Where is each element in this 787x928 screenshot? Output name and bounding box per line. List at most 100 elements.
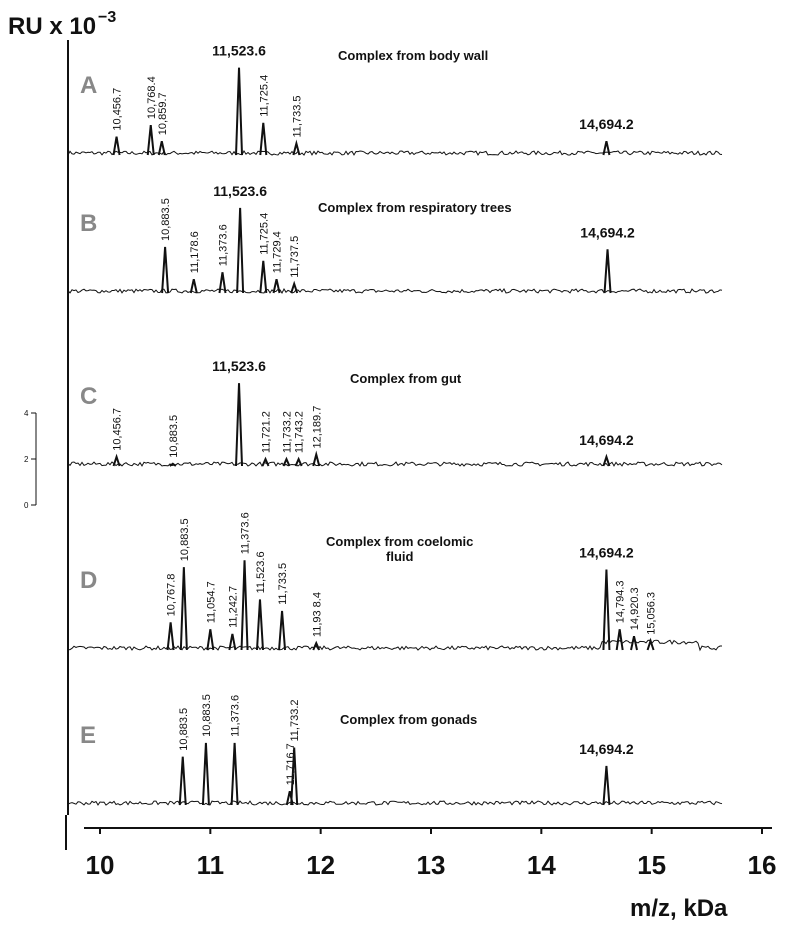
peak-label: 14,694.2 <box>579 741 634 757</box>
peak <box>259 122 268 156</box>
peak-label: 11,242.7 <box>227 586 239 628</box>
panel-letter: C <box>80 383 97 410</box>
peak-label: 11,373.6 <box>217 224 229 266</box>
scale-tick-label: 0 <box>24 501 29 510</box>
y-label: RU x 10 <box>8 13 96 40</box>
panel-title: Complex from gonads <box>340 712 477 727</box>
peak-label: 12,189.7 <box>311 406 323 449</box>
peak-label: 14,920.3 <box>629 587 641 630</box>
peak <box>179 567 188 651</box>
peak-label: 11,373.6 <box>240 512 252 554</box>
peak <box>282 456 291 467</box>
x-tick-label: 14 <box>527 850 556 880</box>
peak-label: 10,768.4 <box>146 76 158 119</box>
peak-label: 14,794.3 <box>615 580 627 623</box>
peak-label: 14,694.2 <box>579 116 634 132</box>
peak <box>255 599 264 651</box>
peak <box>161 246 170 294</box>
peak-label: 10,456.7 <box>112 408 124 451</box>
peak <box>169 462 177 467</box>
peak <box>312 640 321 651</box>
peak <box>259 260 268 294</box>
peak-label: 11,93 8.4 <box>311 592 323 637</box>
peak <box>112 453 121 467</box>
peak <box>189 278 198 294</box>
peak <box>312 450 321 467</box>
peak <box>240 560 249 651</box>
panel-title: Complex from coelomic <box>326 534 473 549</box>
peak-label: 10,883.5 <box>178 708 190 751</box>
peak-label: 10,883.5 <box>168 415 180 458</box>
x-tick-label: 11 <box>197 850 225 880</box>
peak-label: 11,054.7 <box>205 581 217 623</box>
peak-label: 14,694.2 <box>580 224 635 240</box>
peak-label: 11,523.6 <box>255 551 267 593</box>
peak <box>290 280 299 294</box>
panel-letter: D <box>80 567 97 594</box>
peak <box>235 67 244 156</box>
panel-letter: A <box>80 72 97 99</box>
peak-label: 11,737.5 <box>289 236 301 278</box>
peak-label: 11,523.6 <box>212 358 266 374</box>
peak <box>178 756 187 806</box>
peak-label: 10,883.5 <box>201 694 213 737</box>
peak-label: 10,883.5 <box>160 198 172 241</box>
peak <box>602 569 611 651</box>
x-tick-label: 16 <box>748 850 777 880</box>
baseline-trace <box>67 287 723 295</box>
peak-label: 11,373.6 <box>230 695 242 737</box>
peak <box>157 140 166 156</box>
baseline-trace <box>67 150 723 156</box>
peak <box>112 136 121 156</box>
peak-label: 14,694.2 <box>579 545 634 561</box>
peak-label: 11,733.2 <box>289 699 301 741</box>
peak-label: 10,883.5 <box>179 518 191 561</box>
x-tick-label: 13 <box>417 850 446 880</box>
peak-label: 11,721.2 <box>261 411 273 453</box>
peak <box>146 125 155 156</box>
peak-label: 11,523.6 <box>213 183 267 199</box>
peak-label: 15,056.3 <box>646 592 658 635</box>
x-tick-label: 12 <box>306 850 335 880</box>
peak <box>294 456 303 467</box>
panel-title: Complex from gut <box>350 371 462 386</box>
peak <box>201 742 210 806</box>
peak-label: 11,725.4 <box>258 75 270 117</box>
peak-label: 11,729.4 <box>272 231 284 273</box>
baseline-trace <box>67 639 722 652</box>
peak <box>228 633 237 651</box>
peak-label: 10,859.7 <box>157 92 169 135</box>
peak <box>261 456 270 467</box>
panel-title: fluid <box>386 549 413 564</box>
peak <box>235 383 244 467</box>
scale-tick-label: 4 <box>24 409 29 418</box>
y-label-exponent: −3 <box>98 9 116 26</box>
scale-tick-label: 2 <box>24 455 29 464</box>
peak-label: 11,733.2 <box>281 411 293 453</box>
baseline-trace <box>67 800 723 806</box>
peak <box>206 629 215 651</box>
peak-label: 14,694.2 <box>579 432 634 448</box>
panel-letter: B <box>80 210 97 237</box>
peak-label: 10,456.7 <box>112 88 124 131</box>
peak-label: 11,523.6 <box>212 43 266 59</box>
peak <box>630 635 638 651</box>
peak <box>230 742 239 806</box>
peak-label: 11,743.2 <box>294 411 306 453</box>
peak <box>602 140 611 156</box>
x-tick-label: 15 <box>637 850 666 880</box>
peak <box>292 139 301 156</box>
peak <box>602 765 611 806</box>
peak <box>602 453 611 467</box>
x-label: m/z, kDa <box>630 895 728 922</box>
panel-title: Complex from respiratory trees <box>318 200 512 215</box>
peak <box>278 610 287 651</box>
peak-label: 11,725.4 <box>258 213 270 255</box>
panel-title: Complex from body wall <box>338 48 488 63</box>
peak <box>615 629 624 651</box>
peak-label: 11,733.5 <box>277 563 289 605</box>
baseline-trace <box>67 461 723 468</box>
peak <box>272 278 281 294</box>
peak-label: 11,178.6 <box>189 231 201 273</box>
